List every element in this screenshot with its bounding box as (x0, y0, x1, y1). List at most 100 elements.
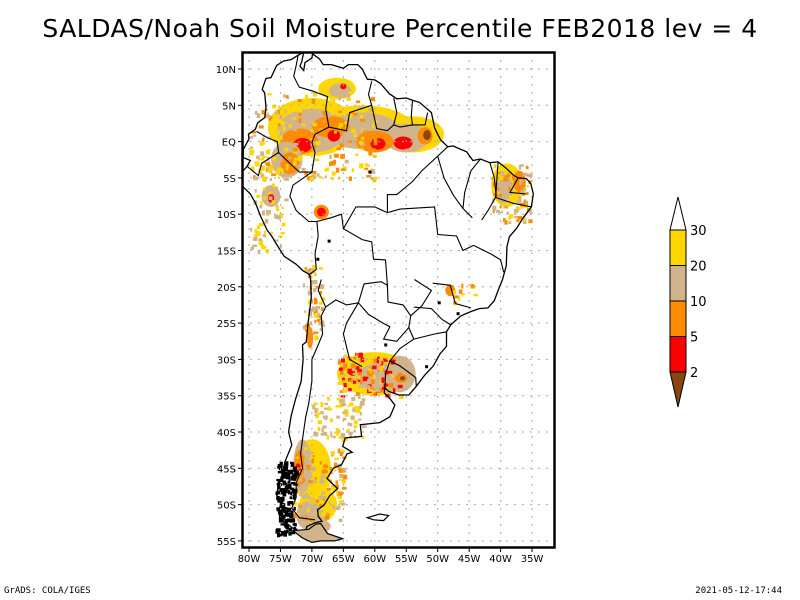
shaded-pixel (314, 320, 316, 322)
shaded-pixel (296, 457, 300, 459)
shaded-pixel (319, 465, 324, 470)
shaded-pixel (367, 371, 370, 376)
lat-tick-label: 10S (217, 210, 236, 221)
shaded-pixel (368, 389, 373, 391)
shaded-pixel (263, 188, 266, 190)
shaded-pixel (329, 155, 331, 160)
shaded-pixel (261, 246, 266, 249)
shaded-pixel (289, 515, 293, 518)
shaded-pixel (294, 121, 298, 126)
shaded-pixel (314, 313, 316, 318)
shaded-pixel (326, 483, 328, 486)
shaded-pixel (256, 156, 260, 160)
shaded-pixel (315, 93, 317, 95)
shaded-pixel (346, 94, 349, 98)
shaded-pixel (526, 192, 529, 195)
shaded-pixel (334, 154, 338, 158)
lake-marker (328, 240, 331, 243)
shaded-pixel (285, 468, 288, 471)
shaded-pixel (272, 173, 274, 175)
colorbar-label: 10 (690, 295, 707, 310)
shaded-pixel (278, 106, 280, 108)
shaded-pixel (330, 451, 335, 454)
shaded-pixel (306, 269, 309, 273)
shaded-pixel (329, 502, 331, 504)
lat-tick-label: 25S (217, 319, 236, 330)
shaded-pixel (379, 372, 381, 374)
shaded-pixel (294, 143, 299, 146)
shaded-pixel (259, 125, 264, 128)
shaded-pixel (267, 93, 271, 95)
shaded-pixel (341, 449, 345, 452)
shaded-pixel (359, 163, 364, 168)
shaded-pixel (318, 420, 322, 424)
shaded-pixel (335, 480, 338, 485)
colorbar-bottom-arrow (670, 372, 686, 407)
colorbar-segment (670, 337, 686, 373)
shaded-pixel (327, 397, 329, 399)
lat-tick-label: 45S (217, 464, 236, 475)
shaded-pixel (313, 288, 316, 292)
shaded-pixel (315, 485, 319, 489)
shaded-pixel (362, 425, 367, 428)
shaded-pixel (283, 126, 286, 131)
shaded-pixel (314, 300, 318, 305)
shaded-pixel (293, 148, 297, 152)
shaded-pixel (339, 519, 343, 522)
shaded-pixel (387, 371, 392, 374)
shaded-pixel (291, 476, 293, 480)
shaded-pixel (321, 475, 326, 479)
shaded-pixel (282, 223, 286, 227)
lake-marker (438, 301, 441, 304)
shaded-pixel (357, 358, 359, 361)
shaded-pixel (314, 335, 318, 340)
shaded-pixel (520, 164, 524, 166)
shaded-pixel (322, 461, 326, 464)
shaded-pixel (353, 373, 356, 375)
shaded-pixel (338, 360, 341, 365)
shaded-pixel (250, 228, 252, 232)
shaded-pixel (286, 461, 289, 466)
shaded-pixel (351, 363, 356, 368)
shaded-pixel (336, 168, 339, 173)
shaded-pixel (332, 171, 336, 175)
shaded-pixel (357, 132, 360, 137)
shaded-pixel (293, 466, 295, 469)
shaded-pixel (308, 291, 311, 296)
shaded-pixel (493, 210, 495, 213)
shaded-pixel (349, 177, 352, 181)
shaded-pixel (361, 148, 364, 150)
shaded-pixel (276, 209, 279, 212)
shaded-pixel (286, 529, 288, 531)
shaded-region (370, 138, 385, 150)
shaded-pixel (298, 490, 300, 494)
shaded-pixel (321, 491, 326, 494)
shaded-pixel (326, 488, 331, 491)
shaded-pixel (278, 158, 283, 162)
shaded-pixel (272, 183, 275, 187)
shaded-pixel (266, 249, 269, 253)
shaded-pixel (341, 168, 345, 170)
shaded-pixel (253, 237, 258, 241)
shaded-pixel (319, 451, 323, 455)
shaded-pixel (298, 482, 300, 487)
shaded-pixel (351, 397, 355, 401)
shaded-pixel (318, 427, 321, 431)
shaded-pixel (301, 151, 304, 155)
shaded-pixel (359, 386, 363, 388)
shaded-pixel (311, 129, 314, 132)
shaded-pixel (367, 111, 371, 114)
shaded-pixel (316, 499, 319, 502)
shaded-pixel (344, 354, 347, 358)
shaded-pixel (339, 479, 341, 481)
shaded-pixel (266, 150, 270, 154)
shaded-pixel (518, 216, 523, 220)
longitude-axis: 80W75W70W65W60W55W50W45W40W35W (238, 548, 544, 565)
shaded-pixel (508, 221, 511, 224)
shaded-pixel (292, 117, 297, 119)
shaded-pixel (290, 462, 293, 464)
shaded-pixel (313, 455, 315, 457)
shaded-region (400, 376, 405, 380)
lat-tick-label: EQ (222, 138, 236, 149)
shaded-pixel (366, 175, 371, 178)
